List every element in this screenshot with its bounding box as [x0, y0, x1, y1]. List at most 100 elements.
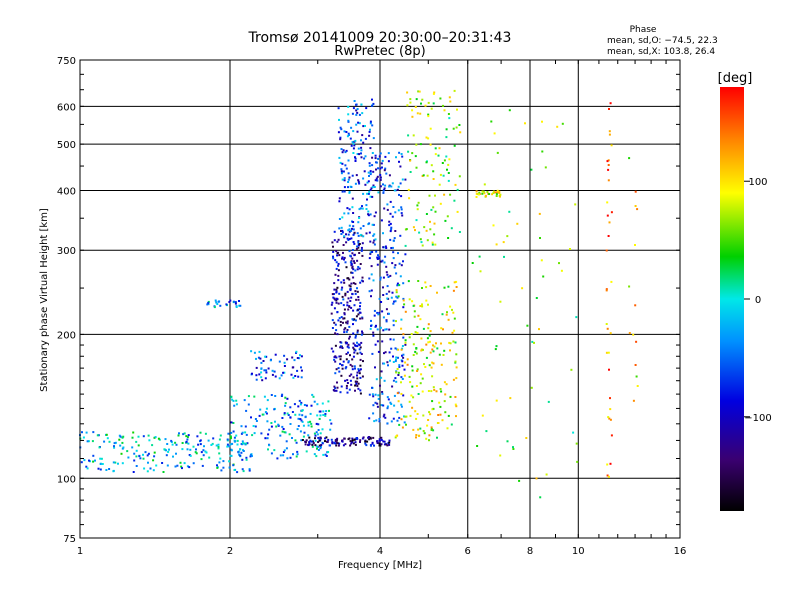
- data-point: [484, 194, 487, 197]
- data-point: [238, 300, 240, 302]
- data-point: [170, 441, 173, 443]
- data-point: [336, 437, 339, 440]
- data-point: [575, 316, 578, 319]
- data-point: [355, 382, 358, 385]
- data-point: [572, 431, 575, 434]
- data-point: [367, 171, 370, 174]
- data-point: [632, 333, 635, 336]
- data-point: [269, 359, 272, 362]
- data-point: [368, 436, 370, 438]
- data-point: [97, 467, 100, 470]
- data-point: [404, 310, 407, 313]
- data-point: [341, 295, 344, 298]
- data-point: [245, 433, 248, 436]
- data-point: [380, 376, 383, 379]
- data-point: [157, 437, 160, 440]
- data-point: [444, 411, 447, 414]
- data-point: [392, 251, 395, 254]
- data-point: [431, 241, 434, 244]
- data-point: [293, 359, 296, 362]
- data-point: [395, 371, 398, 374]
- data-point: [346, 391, 349, 394]
- data-point: [336, 333, 339, 336]
- data-point: [339, 161, 342, 164]
- data-point: [544, 166, 547, 169]
- data-point: [456, 108, 458, 111]
- data-point: [409, 98, 412, 101]
- data-point: [309, 420, 312, 423]
- data-point: [389, 212, 392, 215]
- data-point: [350, 296, 353, 299]
- data-point: [338, 355, 341, 358]
- data-point: [319, 436, 322, 439]
- data-point: [344, 367, 347, 370]
- colorbar-tick-label: 100: [748, 177, 767, 188]
- data-point: [432, 386, 435, 389]
- data-point: [353, 100, 356, 102]
- data-point: [347, 346, 350, 349]
- data-point: [359, 263, 362, 265]
- data-point: [343, 258, 345, 261]
- data-point: [385, 320, 388, 323]
- data-point: [634, 364, 637, 366]
- data-point: [391, 215, 394, 218]
- data-point: [343, 313, 346, 316]
- data-point: [331, 442, 334, 445]
- data-point: [108, 440, 111, 443]
- data-point: [324, 413, 327, 415]
- data-point: [483, 183, 486, 186]
- x-axis-label: Frequency [MHz]: [338, 560, 422, 571]
- data-point: [509, 397, 512, 400]
- data-point: [274, 395, 277, 397]
- data-point: [375, 419, 378, 422]
- data-point: [281, 393, 284, 396]
- data-point: [299, 354, 301, 357]
- data-point: [452, 340, 455, 343]
- data-point: [608, 221, 611, 224]
- data-point: [342, 304, 345, 307]
- data-point: [369, 240, 372, 243]
- data-point: [397, 356, 399, 359]
- data-point: [393, 237, 396, 240]
- data-point: [390, 347, 393, 350]
- data-point: [211, 442, 214, 445]
- data-point: [347, 233, 350, 236]
- data-point: [397, 209, 400, 212]
- data-point: [428, 439, 430, 442]
- data-point: [417, 393, 420, 395]
- data-point: [381, 391, 384, 393]
- data-point: [232, 430, 235, 433]
- data-point: [347, 351, 349, 354]
- data-point: [414, 331, 417, 334]
- phase-o-stats: mean, sd,O: −74.5, 22.3: [607, 36, 718, 46]
- data-point: [526, 324, 529, 327]
- data-point: [402, 356, 405, 359]
- data-point: [334, 259, 337, 262]
- data-point: [379, 326, 382, 329]
- data-point: [406, 358, 409, 361]
- data-point: [308, 441, 311, 444]
- data-point: [449, 395, 452, 398]
- data-point: [360, 279, 363, 282]
- data-point: [350, 144, 353, 147]
- data-point: [254, 418, 257, 420]
- data-point: [401, 426, 404, 429]
- data-point: [436, 436, 438, 439]
- data-point: [364, 155, 367, 158]
- data-point: [253, 351, 256, 354]
- data-point: [294, 439, 297, 442]
- data-point: [441, 419, 444, 422]
- data-point: [98, 446, 101, 449]
- data-point: [212, 437, 215, 440]
- data-point: [408, 197, 411, 200]
- data-point: [218, 438, 221, 441]
- data-point: [388, 328, 391, 331]
- data-point: [605, 289, 608, 292]
- data-point: [558, 262, 560, 265]
- data-point: [406, 91, 409, 94]
- data-point: [349, 440, 352, 443]
- data-point: [363, 170, 366, 173]
- data-point: [234, 440, 237, 443]
- data-point: [226, 438, 229, 441]
- data-point: [358, 372, 361, 375]
